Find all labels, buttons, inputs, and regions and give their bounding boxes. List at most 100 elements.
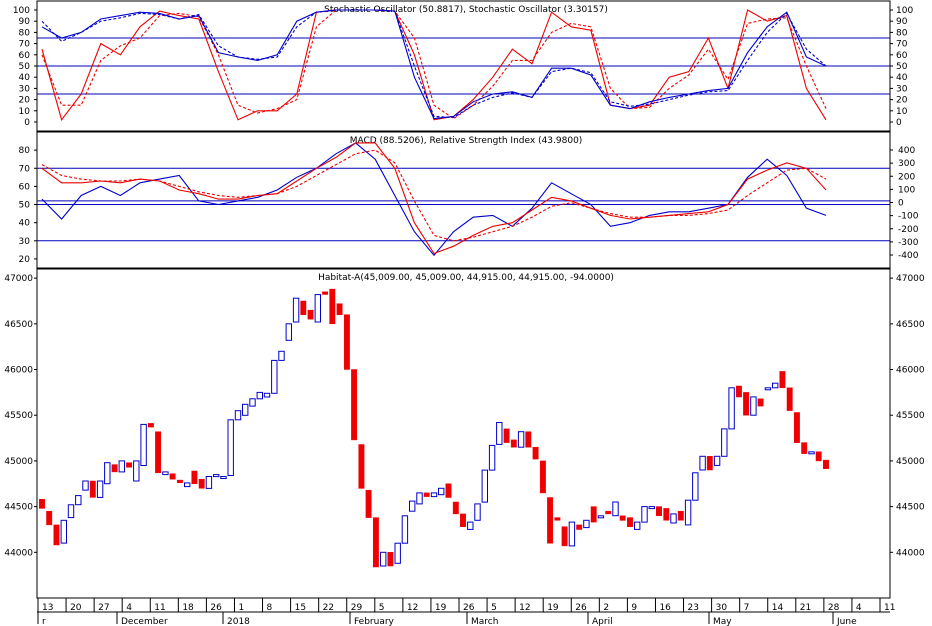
candle-down: [387, 552, 394, 567]
price-left-tick-label: 47000: [4, 274, 33, 284]
day-tick-label: 19: [547, 603, 559, 613]
stoch-series-line-3: [41, 9, 827, 119]
candle-down: [539, 460, 546, 494]
candle-up: [213, 474, 220, 478]
candle-down: [525, 431, 532, 448]
day-tick-label: 21: [800, 603, 811, 613]
day-tick-label: 15: [295, 603, 306, 613]
candle-up: [278, 350, 285, 361]
stoch-right-tick-label: 80: [896, 28, 908, 38]
day-tick-label: 19: [435, 603, 447, 613]
candle-down: [176, 479, 183, 484]
day-tick-label: 11: [884, 603, 895, 613]
day-tick-label: 9: [631, 603, 637, 613]
month-tick-label: June: [836, 617, 857, 626]
candle-down: [191, 470, 198, 485]
candle-up: [184, 482, 191, 488]
panel-frame-1: [36, 131, 891, 269]
candle-up: [162, 471, 169, 476]
price-right-tick-label: 46000: [896, 366, 925, 376]
rsi-tick-label: 70: [19, 164, 31, 174]
day-tick-label: 28: [828, 603, 840, 613]
macd-tick-label: 300: [898, 159, 915, 169]
candle-down: [351, 369, 358, 441]
candle-down: [39, 499, 45, 509]
month-tick-label: r: [42, 617, 46, 626]
candle-up: [612, 501, 619, 517]
stoch-series-line-0: [41, 9, 827, 122]
candle-down: [627, 517, 633, 527]
candle-down: [605, 510, 612, 515]
rsi-tick-label: 80: [19, 146, 31, 156]
candle-down: [329, 288, 336, 325]
candle-down: [619, 515, 626, 521]
candle-down: [743, 392, 750, 416]
candle-up: [808, 451, 815, 455]
candle-up: [583, 519, 590, 529]
candle-down: [198, 478, 205, 489]
candle-down: [503, 428, 510, 443]
candle-up: [496, 422, 503, 445]
candle-up: [634, 521, 641, 530]
macd-series-line-2: [41, 149, 827, 242]
stoch-left-tick-label: 20: [19, 96, 31, 106]
price-panel: Habitat-A(45,009.00, 45,009.00, 44,915.0…: [318, 273, 614, 283]
price-right-tick-label: 46500: [896, 320, 925, 330]
stoch-left-tick-label: 0: [24, 118, 30, 128]
macd-rsi-panel: MACD (88.5206), Relative Strength Index …: [350, 136, 583, 146]
candle-up: [409, 500, 416, 512]
candle-down: [532, 446, 539, 460]
day-tick-label: 12: [519, 603, 530, 613]
candle-up: [394, 542, 401, 564]
candle-down: [786, 387, 793, 411]
price-title: Habitat-A(45,009.00, 45,009.00, 44,915.0…: [318, 273, 614, 283]
macd-tick-label: -100: [898, 212, 919, 222]
candle-down: [169, 473, 176, 480]
day-tick-label: 8: [267, 603, 273, 613]
stoch-left-tick-label: 90: [19, 17, 31, 27]
stochastic-panel: Stochastic Oscillator (50.8817), Stochas…: [324, 5, 608, 15]
price-left-tick-label: 46500: [4, 320, 33, 330]
candle-up: [234, 410, 242, 421]
candle-down: [510, 439, 517, 448]
stoch-left-tick-label: 80: [19, 28, 31, 38]
candle-down: [815, 451, 822, 462]
day-tick-label: 20: [70, 603, 82, 613]
candle-down: [801, 442, 808, 454]
candle-down: [656, 506, 662, 516]
day-tick-label: 29: [351, 603, 363, 613]
candle-up: [133, 460, 140, 482]
candle-up: [118, 460, 125, 473]
stoch-right-tick-label: 100: [896, 6, 913, 16]
month-tick-label: February: [354, 617, 395, 626]
stochastic-title: Stochastic Oscillator (50.8817), Stochas…: [324, 5, 608, 15]
candle-down: [663, 508, 670, 521]
candle-down: [706, 456, 713, 471]
candle-up: [271, 359, 278, 394]
candle-up: [104, 462, 111, 485]
day-tick-label: 4: [856, 603, 862, 613]
candle-down: [561, 526, 568, 547]
stoch-series-line-1: [41, 9, 827, 120]
candle-up: [140, 423, 147, 466]
candle-up: [692, 472, 699, 501]
candle-down: [445, 483, 452, 498]
stoch-left-tick-label: 50: [19, 62, 31, 72]
candle-up: [401, 515, 409, 544]
day-tick-label: 26: [575, 603, 587, 613]
candle-up: [256, 391, 264, 400]
candle-up: [220, 476, 227, 479]
candle-up: [249, 398, 256, 407]
candle-down: [423, 492, 430, 497]
candle-down: [677, 510, 684, 521]
price-left-tick-label: 46000: [4, 366, 33, 376]
candle-up: [713, 455, 721, 466]
stoch-right-tick-label: 10: [896, 107, 908, 117]
candle-up: [488, 444, 496, 471]
candle-down: [793, 412, 800, 443]
candle-down: [322, 291, 329, 295]
macd-tick-label: 0: [898, 199, 904, 209]
price-left-tick-label: 44500: [4, 503, 33, 513]
day-tick-label: 5: [379, 603, 385, 613]
rsi-tick-label: 60: [19, 182, 31, 192]
